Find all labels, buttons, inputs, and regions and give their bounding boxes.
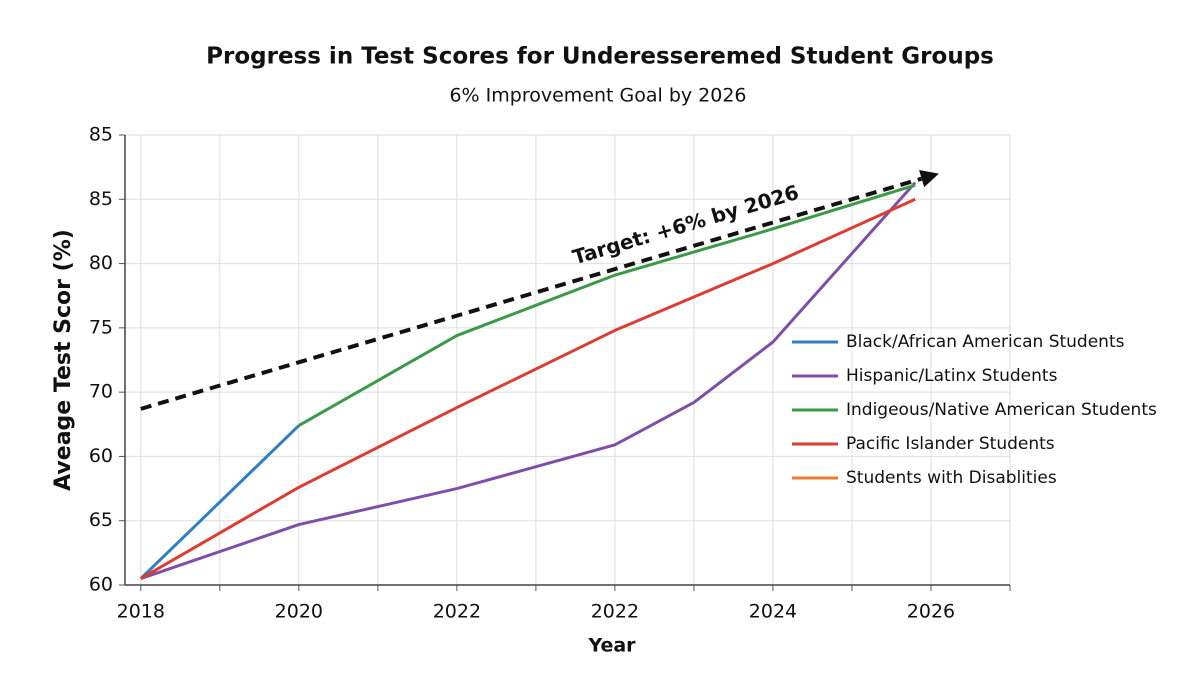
y-tick-label: 60 xyxy=(89,445,113,467)
x-tick-label: 2022 xyxy=(433,601,481,623)
legend-label: Pacific Islander Students xyxy=(846,434,1055,454)
x-tick-label: 2018 xyxy=(117,601,165,623)
target-arrowhead xyxy=(919,170,939,188)
chart-title: Progress in Test Scores for Underesserem… xyxy=(206,44,994,70)
y-tick-label: 65 xyxy=(89,509,113,531)
chart-subtitle: 6% Improvement Goal by 2026 xyxy=(449,85,746,107)
legend-label: Indigeous/Native American Students xyxy=(846,400,1157,420)
x-tick-label: 2020 xyxy=(275,601,323,623)
target-line xyxy=(140,176,923,411)
legend-label: Students with Disablities xyxy=(846,468,1057,488)
y-tick-label: 75 xyxy=(89,316,113,338)
x-axis-label: Year xyxy=(587,635,636,657)
y-tick-label: 85 xyxy=(89,188,113,210)
y-tick-label: 60 xyxy=(89,574,113,596)
series-line xyxy=(139,424,300,580)
x-tick-label: 2026 xyxy=(907,601,955,623)
y-tick-label: 80 xyxy=(89,252,113,274)
y-tick-label: 85 xyxy=(89,124,113,146)
y-axis-label: Aveage Test Scor (%) xyxy=(51,229,76,491)
legend-label: Black/African American Students xyxy=(846,332,1125,352)
series-line xyxy=(298,183,916,427)
y-tick-label: 70 xyxy=(89,381,113,403)
legend-label: Hispanic/Latinx Students xyxy=(846,366,1058,386)
series-line xyxy=(140,181,917,580)
series-line xyxy=(140,197,916,580)
x-tick-label: 2024 xyxy=(749,601,797,623)
x-tick-label: 2022 xyxy=(591,601,639,623)
